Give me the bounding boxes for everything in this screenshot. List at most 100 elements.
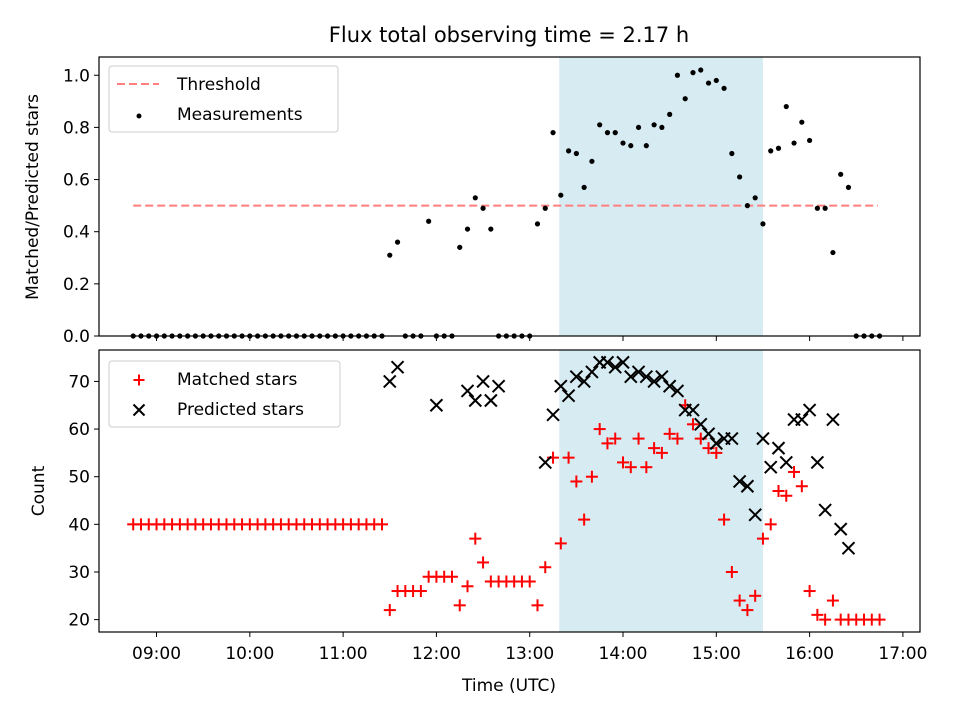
predicted-star-point: [764, 460, 778, 474]
measurement-point: [674, 72, 681, 78]
predicted-star-point: [725, 431, 739, 446]
predicted-star-point: [732, 474, 747, 489]
top-y-ticks: 0.0 0.2 0.4 0.6 0.8 1.0: [63, 66, 99, 347]
predicted-star-point: [670, 384, 685, 398]
matched-star-point: [788, 465, 801, 478]
measurement-point: [589, 158, 595, 164]
matched-star-point: [585, 470, 598, 483]
measurement-point: [387, 252, 393, 258]
matched-star-point: [383, 604, 396, 617]
matched-star-point: [523, 575, 536, 588]
y-tick-label: 0.2: [63, 275, 90, 295]
x-tick-label: 11:00: [319, 644, 368, 664]
y-tick-label: 70: [68, 372, 90, 392]
predicted-star-point: [662, 379, 677, 393]
measurement-point: [791, 140, 797, 146]
measurement-point: [426, 218, 432, 224]
predicted-star-point: [476, 374, 490, 389]
matched-star-point: [648, 442, 661, 455]
predicted-star-point: [740, 479, 755, 493]
predicted-star-point: [429, 398, 444, 412]
chart-title: Flux total observing time = 2.17 h: [329, 23, 689, 47]
matched-star-point: [593, 423, 606, 436]
legend-matched-marker: [133, 374, 145, 386]
x-tick-label: 10:00: [225, 644, 274, 664]
predicted-star-point: [585, 365, 599, 379]
measurement-point: [604, 130, 611, 136]
predicted-star-point: [647, 374, 661, 389]
predicted-star-point: [779, 455, 793, 470]
matched-star-point: [617, 456, 630, 469]
predicted-star-point: [802, 403, 817, 417]
matched-star-point: [710, 446, 723, 459]
predicted-star-point: [616, 355, 630, 370]
measurement-point: [597, 122, 603, 128]
predicted-star-point: [694, 417, 708, 432]
measurement-point: [682, 96, 688, 102]
measurement-point: [472, 195, 478, 201]
measurement-point: [457, 244, 463, 250]
y-tick-label: 30: [68, 563, 90, 583]
matched-star-point: [554, 537, 567, 550]
legend-measurement-label: Measurements: [177, 105, 303, 125]
x-tick-label: 09:00: [132, 644, 181, 664]
measurement-point: [464, 226, 471, 232]
matched-star-point: [811, 608, 824, 621]
matched-star-point: [756, 532, 769, 545]
matched-star-point: [562, 451, 575, 464]
legend-threshold-label: Threshold: [176, 75, 261, 95]
predicted-star-point: [841, 541, 856, 555]
x-tick-label: 13:00: [505, 644, 554, 664]
y-tick-label: 0.8: [63, 118, 90, 138]
legend-predicted-marker: [132, 403, 146, 417]
y-tick-label: 1.0: [63, 66, 90, 86]
ratio-axes: 0.0 0.2 0.4 0.6 0.8 1.0 Matched/Predicted sta…: [23, 56, 921, 347]
measurement-point: [488, 226, 494, 232]
predicted-star-point: [546, 408, 560, 422]
matched-star-point: [414, 585, 427, 598]
measurement-point: [480, 205, 486, 211]
x-axis-label: Time (UTC): [461, 676, 556, 696]
measurement-point: [775, 145, 782, 151]
top-highlight-span: [559, 57, 763, 336]
measurement-point: [729, 150, 735, 157]
matched-star-point: [461, 580, 474, 593]
x-tick-label: 14:00: [599, 644, 648, 664]
measurement-point: [807, 137, 813, 144]
bottom-legend-box: [108, 360, 341, 428]
matched-star-point: [873, 613, 886, 626]
predicted-star-point: [491, 379, 506, 393]
matched-stars-points: [127, 399, 886, 626]
y-tick-label: 0.0: [63, 327, 90, 347]
bottom-y-ticks: 20 30 40 50 60 70: [68, 372, 99, 631]
predicted-star-point: [538, 455, 552, 470]
predicted-star-point: [631, 365, 646, 379]
bottom-highlight-span: [559, 350, 763, 632]
matched-star-point: [780, 489, 793, 502]
x-tick-label: 16:00: [785, 644, 834, 664]
matched-star-point: [640, 461, 653, 474]
y-tick-label: 50: [68, 468, 90, 488]
predicted-star-point: [561, 389, 576, 403]
predicted-star-point: [460, 384, 475, 398]
matched-star-point: [578, 513, 591, 526]
y-tick-label: 60: [68, 420, 90, 440]
predicted-star-point: [468, 393, 482, 408]
y-tick-label: 20: [68, 611, 90, 631]
predicted-star-point: [771, 441, 786, 455]
matched-star-point: [632, 432, 645, 445]
predicted-star-point: [826, 412, 840, 427]
bottom-y-axis-label: Count: [29, 465, 49, 516]
predicted-star-point: [383, 374, 397, 389]
bottom-axes-frame: [98, 349, 921, 633]
predicted-star-point: [818, 503, 832, 517]
x-tick-label: 15:00: [692, 644, 741, 664]
measurement-point: [651, 122, 657, 128]
measurement-point: [838, 171, 844, 177]
x-tick-label: 17:00: [878, 644, 927, 664]
top-y-axis-label: Matched/Predicted stars: [23, 94, 43, 300]
measurement-point: [558, 192, 564, 198]
matched-star-point: [663, 427, 676, 440]
measurement-point: [822, 205, 828, 211]
measurement-point: [565, 148, 572, 154]
